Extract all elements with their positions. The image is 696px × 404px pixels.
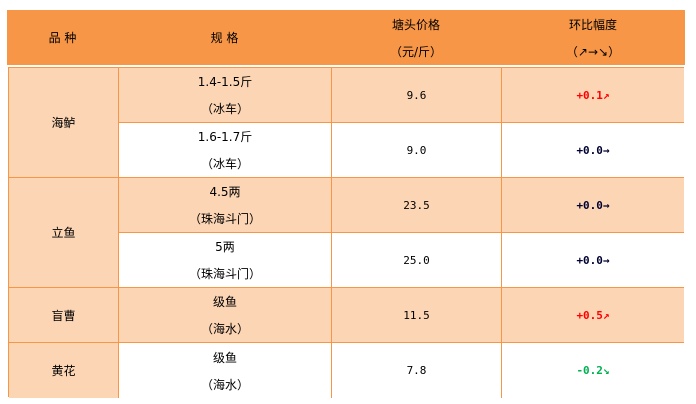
price-cell-text: 9.6 xyxy=(406,88,427,102)
price-cell: 9.6 xyxy=(332,68,502,123)
spec-cell-text: （海水） xyxy=(200,377,249,392)
spec-cell-text: 级鱼 xyxy=(212,295,237,309)
variety-cell: 立鱼 xyxy=(9,178,119,288)
variety-cell: 海鲈 xyxy=(9,68,119,178)
spec-cell-text: 级鱼 xyxy=(212,350,237,365)
variety-cell: 黄花 xyxy=(9,343,119,398)
price-cell-text: 25.0 xyxy=(403,253,430,267)
price-cell-text: 7.8 xyxy=(406,364,427,377)
header-spec: 规 格 xyxy=(210,31,239,45)
spec-cell-text: 1.4-1.5斤 xyxy=(197,75,253,89)
change-cell-text: +0.0→ xyxy=(576,198,610,212)
header-price: 塘头价格 （元/斤） xyxy=(389,17,443,59)
price-cell: 7.8 xyxy=(332,343,502,398)
spec-cell: 5两 （珠海斗门） xyxy=(119,233,332,288)
spec-cell-text: （冰车） xyxy=(200,102,249,116)
change-cell: -0.2↘ xyxy=(502,343,684,398)
variety-cell: 盲曹 xyxy=(9,288,119,343)
spec-cell-text: （冰车） xyxy=(200,157,249,171)
variety-name: 盲曹 xyxy=(51,308,76,323)
change-cell-text: +0.0→ xyxy=(576,253,610,267)
table-header: 品 种 规 格 塘头价格 （元/斤） 环比幅度 （↗→↘） xyxy=(7,10,685,65)
variety-name: 海鲈 xyxy=(51,116,76,130)
spec-cell-text: （海水） xyxy=(200,322,249,336)
change-cell: +0.0→ xyxy=(502,178,684,233)
spec-cell-text: 5两 xyxy=(215,240,235,254)
price-cell: 9.0 xyxy=(332,123,502,178)
price-cell: 23.5 xyxy=(332,178,502,233)
price-table: 海鲈 1.4-1.5斤 （冰车） 9.6 +0.1↗ 1.6-1.7斤 （冰车） 9.0 +0.… xyxy=(8,67,684,398)
change-cell-text: -0.2↘ xyxy=(576,364,610,377)
spec-cell: 1.6-1.7斤 （冰车） xyxy=(119,123,332,178)
change-cell: +0.0→ xyxy=(502,233,684,288)
variety-name: 立鱼 xyxy=(51,226,76,240)
price-cell-text: 23.5 xyxy=(403,198,430,212)
price-cell-text: 9.0 xyxy=(406,143,427,157)
change-cell-text: +0.0→ xyxy=(576,143,610,157)
spec-cell-text: （珠海斗门） xyxy=(188,267,261,281)
price-cell-text: 11.5 xyxy=(403,308,430,322)
change-cell-text: +0.1↗ xyxy=(576,88,610,102)
spec-cell: 1.4-1.5斤 （冰车） xyxy=(119,68,332,123)
spec-cell-text: （珠海斗门） xyxy=(188,212,261,226)
spec-cell: 级鱼 （海水） xyxy=(119,288,332,343)
change-cell: +0.0→ xyxy=(502,123,684,178)
spec-cell: 4.5两 （珠海斗门） xyxy=(119,178,332,233)
price-cell: 25.0 xyxy=(332,233,502,288)
variety-name: 黄花 xyxy=(51,364,76,378)
header-change: 环比幅度 （↗→↘） xyxy=(565,17,621,59)
change-cell: +0.1↗ xyxy=(502,68,684,123)
spec-cell-text: 4.5两 xyxy=(209,185,241,199)
change-cell: +0.5↗ xyxy=(502,288,684,343)
spec-cell: 级鱼 （海水） xyxy=(119,343,332,398)
spec-cell-text: 1.6-1.7斤 xyxy=(197,130,253,144)
header-variety: 品 种 xyxy=(48,31,77,45)
price-cell: 11.5 xyxy=(332,288,502,343)
change-cell-text: +0.5↗ xyxy=(576,308,610,322)
